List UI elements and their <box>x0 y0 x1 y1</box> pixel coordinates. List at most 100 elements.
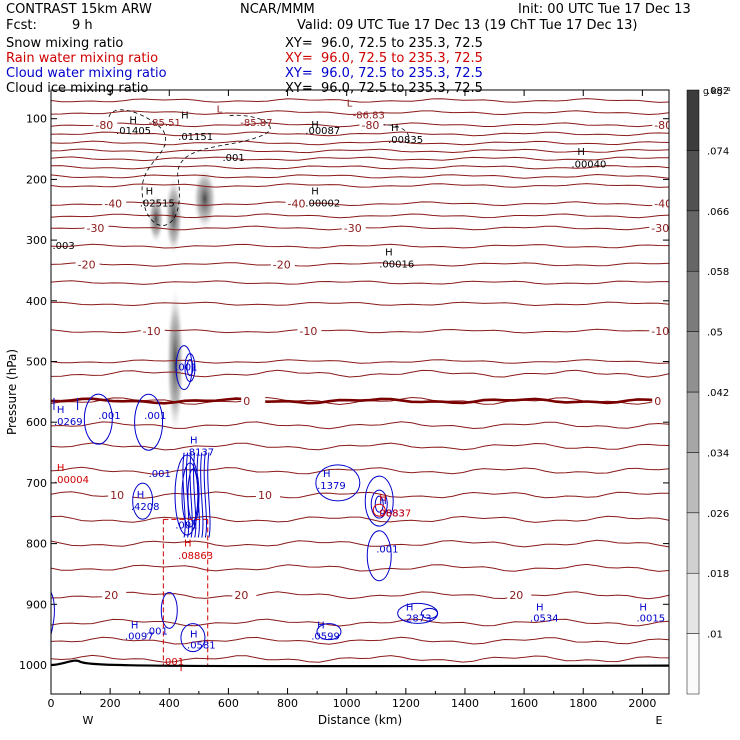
valid-time: Valid: 09 UTC Tue 17 Dec 13 (19 ChT Tue … <box>297 18 638 33</box>
point-label: H <box>57 463 65 474</box>
isotherm-line <box>51 131 669 137</box>
point-label: .001 <box>162 657 184 668</box>
west-label: W <box>83 714 94 727</box>
forecast-hour: 9 h <box>72 18 93 33</box>
field-snow-name: Snow mixing ratio <box>6 36 124 51</box>
contour-label-bg <box>140 324 165 338</box>
point-label: H <box>190 435 198 446</box>
point-label: .00040 <box>571 159 606 170</box>
field-cloudwater-name: Cloud water mixing ratio <box>6 66 167 81</box>
colorbar-segment <box>686 150 700 212</box>
contour-label-bg <box>649 220 669 234</box>
cloud-water-contour <box>370 489 388 519</box>
isotherm-label: 10 <box>258 489 272 502</box>
contour-label-bg <box>108 488 133 502</box>
field-snow-xy: XY= 96.0, 72.5 to 235.3, 72.5 <box>285 36 483 51</box>
isotherm-line <box>51 466 669 475</box>
point-label: H <box>131 621 139 632</box>
point-label: .0534 <box>530 613 559 624</box>
isotherm-line <box>51 301 669 307</box>
snow-shade-left <box>147 193 164 244</box>
snow-shade-upper-2 <box>192 166 217 231</box>
cloud-water-core <box>196 452 200 538</box>
point-label: .001 <box>175 520 197 531</box>
isotherm-line <box>51 173 669 179</box>
point-label: .001 <box>376 545 398 556</box>
point-label: H <box>385 247 393 258</box>
isotherm-line <box>51 654 669 663</box>
contour-label-bg <box>652 393 669 407</box>
isotherm-line <box>51 515 669 523</box>
isotherm-label: 0 <box>243 395 250 408</box>
colorbar-segment <box>686 331 700 393</box>
cloud-water-core <box>182 452 186 538</box>
x-tick-label: 600 <box>218 697 239 710</box>
organization: NCAR/MMM <box>240 2 315 17</box>
contour-label-bg <box>232 588 257 602</box>
cloud-water-contour <box>420 607 438 619</box>
cloud-water-contour <box>184 353 196 383</box>
isotherm-line <box>51 183 669 188</box>
x-tick-label: 400 <box>159 697 180 710</box>
isotherm-line <box>51 140 669 146</box>
point-label: .00835 <box>388 135 423 146</box>
colorbar-segment <box>686 633 700 695</box>
rain-contour-small <box>372 503 386 517</box>
point-label: .8137 <box>186 448 215 459</box>
isotherm-label: -80 <box>654 119 672 132</box>
contour-label-bg <box>102 588 127 602</box>
isotherm-line <box>51 359 669 364</box>
point-label: H <box>391 123 399 134</box>
point-label: H <box>57 405 65 416</box>
isotherm-label: -80 <box>361 119 379 132</box>
cloud-water-contour <box>83 393 113 445</box>
contour-label-bg <box>285 196 310 210</box>
isotherm-line <box>51 148 669 154</box>
contour-label-bg <box>241 393 266 407</box>
terrain-line <box>51 659 669 668</box>
init-time: Init: 00 UTC Tue 17 Dec 13 <box>518 2 691 17</box>
model-title: CONTRAST 15km ARW <box>6 2 152 17</box>
field-cloudwater-xy: XY= 96.0, 72.5 to 235.3, 72.5 <box>285 66 483 81</box>
cloud-water-contour <box>315 464 361 502</box>
x-tick-label: 0 <box>48 697 55 710</box>
x-tick-label: 1200 <box>392 697 420 710</box>
point-label: .001 <box>149 469 171 480</box>
isotherm-line <box>51 98 669 103</box>
point-label: .001 <box>223 153 245 164</box>
cloud-water-contour <box>132 482 154 520</box>
contour-label-bg <box>84 220 109 234</box>
x-tick-label: 2000 <box>628 697 656 710</box>
point-label: .01151 <box>178 132 213 143</box>
isotherm-line <box>51 280 669 285</box>
point-label: H <box>379 493 387 504</box>
colorbar-segment <box>686 210 700 272</box>
field-rain-xy: XY= 96.0, 72.5 to 235.3, 72.5 <box>285 51 483 66</box>
point-label: H <box>323 469 331 480</box>
isotherm-label: 20 <box>104 589 118 602</box>
contour-label-bg <box>341 220 366 234</box>
colorbar-label: .074 <box>707 146 729 157</box>
y-tick-label: 300 <box>26 234 47 247</box>
contour-label-bg <box>297 324 322 338</box>
colorbar-segment <box>686 391 700 453</box>
plot-frame <box>50 89 670 695</box>
y-tick-label: 600 <box>26 416 47 429</box>
cloud-water-contour <box>180 623 206 653</box>
point-label: L <box>347 99 353 110</box>
point-label: H <box>317 621 325 632</box>
colorbar-segment <box>686 512 700 574</box>
point-label: -85.51 <box>149 118 181 129</box>
colorbar-label: .066 <box>707 207 729 218</box>
contour-label-bg <box>102 196 127 210</box>
contour-label-bg <box>255 488 280 502</box>
isotherm-line <box>51 491 669 499</box>
cloud-water-contour <box>134 393 164 451</box>
point-label: L <box>217 105 223 116</box>
isotherm-label: -10 <box>143 325 161 338</box>
isotherm-line <box>51 563 669 572</box>
point-label: H <box>129 116 137 127</box>
colorbar-label: .018 <box>707 569 729 580</box>
colorbar: .01 .018 .026 .034 .042 .05 .058 .066 .074 .082g … <box>686 86 731 695</box>
isotherm-line <box>51 156 669 162</box>
